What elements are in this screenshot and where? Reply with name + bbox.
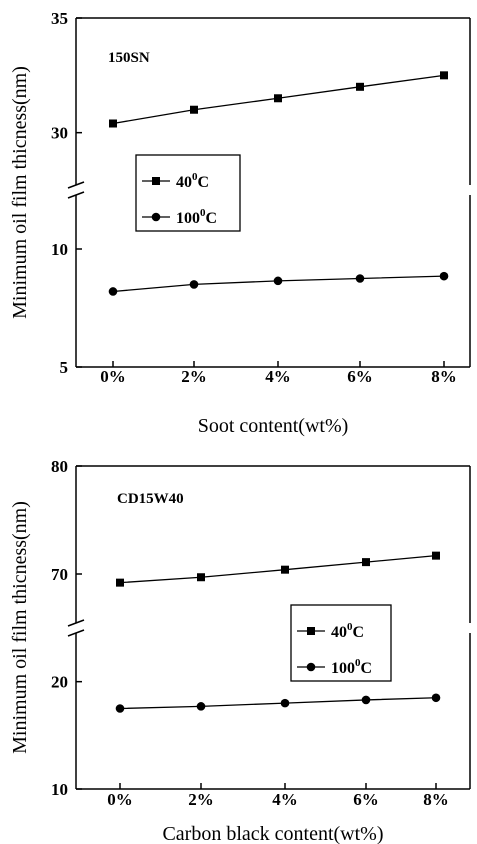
y-tick-label: 5 bbox=[60, 358, 69, 377]
x-tick-label: 4% bbox=[272, 790, 298, 809]
data-point-circle bbox=[273, 276, 283, 286]
y-tick-label: 30 bbox=[51, 124, 68, 143]
x-tick-label: 2% bbox=[188, 790, 214, 809]
chart-title: CD15W40 bbox=[117, 491, 184, 507]
series-line-100 bbox=[119, 697, 437, 710]
data-point-circle bbox=[431, 693, 441, 703]
data-point-square bbox=[274, 94, 282, 103]
legend-series-unit: C bbox=[353, 624, 365, 641]
legend-series-name: 100 bbox=[331, 660, 355, 677]
data-point-square bbox=[440, 71, 448, 80]
y-tick-label: 35 bbox=[51, 9, 68, 28]
data-point-square bbox=[281, 565, 289, 574]
data-point-circle bbox=[355, 274, 365, 283]
axis-break-mark bbox=[67, 619, 85, 627]
data-point-square bbox=[432, 551, 440, 560]
data-point-square bbox=[190, 105, 198, 114]
legend-series-unit: C bbox=[206, 210, 218, 227]
axis-break-mark bbox=[67, 181, 85, 189]
data-point-square bbox=[356, 82, 364, 91]
axis-break-mark bbox=[67, 191, 85, 199]
data-point-square bbox=[197, 573, 205, 582]
y-tick-label: 10 bbox=[51, 240, 68, 259]
legend-marker-square bbox=[307, 627, 315, 635]
legend-label: 1000C bbox=[176, 207, 217, 227]
data-point-circle bbox=[439, 271, 449, 281]
x-tick-label: 6% bbox=[353, 790, 379, 809]
legend-series-name: 40 bbox=[331, 624, 347, 641]
data-point-circle bbox=[115, 704, 125, 713]
legend-series-sup: 0 bbox=[192, 171, 198, 183]
chart-title: 150SN bbox=[108, 50, 150, 66]
x-tick-label: 2% bbox=[181, 367, 207, 386]
x-tick-label: 6% bbox=[347, 367, 373, 386]
x-tick-label: 4% bbox=[265, 367, 291, 386]
data-point-circle bbox=[280, 698, 290, 708]
legend-series-unit: C bbox=[198, 174, 210, 191]
x-tick-label: 0% bbox=[107, 790, 133, 809]
legend-series-sup: 0 bbox=[200, 207, 206, 219]
y-tick-label: 20 bbox=[51, 673, 68, 692]
x-axis-label: Soot content(wt%) bbox=[198, 415, 349, 437]
x-tick-label: 8% bbox=[431, 367, 457, 386]
data-point-circle bbox=[108, 287, 118, 296]
data-point-square bbox=[116, 578, 124, 587]
y-axis-label: Minimum oil film thicness(nm) bbox=[9, 501, 31, 754]
data-point-square bbox=[362, 558, 370, 567]
y-tick-label: 70 bbox=[51, 565, 68, 584]
chart-panel-2: 10 20 70 80 0% 2% 4% 6% 8% Carbon black content(w… bbox=[9, 457, 471, 844]
legend-series-unit: C bbox=[361, 660, 373, 677]
legend-marker-circle bbox=[306, 662, 316, 672]
legend-series-name: 40 bbox=[176, 174, 192, 191]
x-axis-label: Carbon black content(wt%) bbox=[162, 823, 383, 844]
legend-label: 400C bbox=[176, 171, 209, 191]
axis-break-mark bbox=[67, 629, 85, 637]
legend-series-name: 100 bbox=[176, 210, 200, 227]
y-tick-label: 80 bbox=[51, 457, 68, 476]
data-point-circle bbox=[361, 695, 371, 705]
legend-label: 1000C bbox=[331, 657, 372, 677]
y-tick-label: 10 bbox=[51, 780, 68, 799]
x-tick-label: 8% bbox=[423, 790, 449, 809]
series-line-40 bbox=[119, 554, 437, 584]
data-point-square bbox=[109, 119, 117, 128]
x-tick-label: 0% bbox=[100, 367, 126, 386]
legend-series-sup: 0 bbox=[347, 621, 353, 633]
legend-marker-square bbox=[152, 177, 160, 185]
legend-label: 400C bbox=[331, 621, 364, 641]
legend-series-sup: 0 bbox=[355, 657, 361, 669]
y-axis-label: Minimum oil film thicness(nm) bbox=[9, 66, 31, 319]
legend-marker-circle bbox=[151, 212, 161, 222]
data-point-circle bbox=[189, 280, 199, 289]
chart-panel-1: 5 10 30 35 0% 2% 4% 6% 8% Soot content(wt%) Minimu… bbox=[9, 9, 471, 437]
data-point-circle bbox=[196, 702, 206, 711]
